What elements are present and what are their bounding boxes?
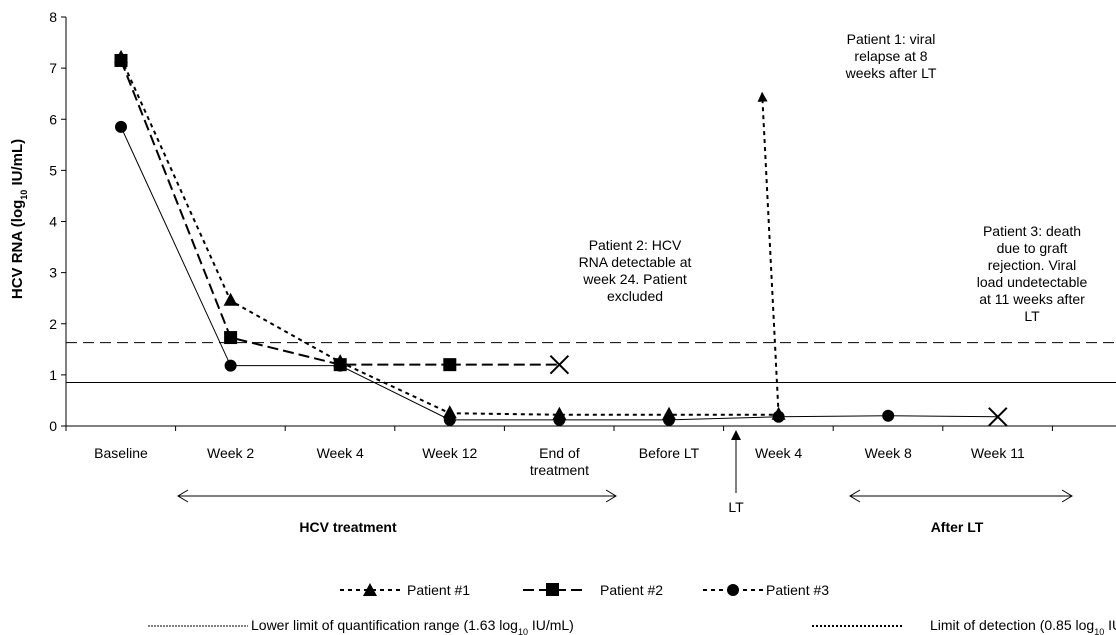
data-point xyxy=(882,409,895,422)
x-tick-label: Week 12 xyxy=(422,445,477,461)
x-tick-label: End of treatment xyxy=(530,445,589,478)
data-point xyxy=(443,358,457,372)
series-line xyxy=(120,126,889,421)
y-tick-label: 2 xyxy=(49,316,57,332)
x-tick-label: Week 4 xyxy=(755,445,802,461)
annotation-line: due to graft xyxy=(997,240,1068,256)
svg-text:Patient #2: Patient #2 xyxy=(600,582,663,598)
data-point xyxy=(224,331,238,345)
annotation-line: week 24. Patient xyxy=(582,271,687,287)
data-point xyxy=(223,292,238,306)
y-tick-label: 8 xyxy=(49,9,57,25)
data-point xyxy=(772,410,785,423)
annotation-line: LT xyxy=(1024,308,1040,324)
series-3 xyxy=(115,120,1008,427)
series-group xyxy=(114,49,1008,427)
legend-patient3: Patient #3 xyxy=(703,582,829,598)
data-point xyxy=(334,359,347,372)
annotation-line: rejection. Viral xyxy=(988,257,1076,273)
data-point xyxy=(114,53,128,67)
x-tick-label: Baseline xyxy=(94,445,148,461)
series-line xyxy=(120,60,450,366)
end-cross-marker xyxy=(988,407,1008,427)
y-tick-label: 3 xyxy=(49,265,57,281)
svg-text:Limit of detection (0.85 log10: Limit of detection (0.85 log10 IU/mL) xyxy=(930,617,1116,635)
after-lt-label: After LT xyxy=(931,519,984,535)
annotation-line: load undetectable xyxy=(977,274,1088,290)
y-tick-label: 6 xyxy=(49,111,57,127)
y-tick-label: 4 xyxy=(49,214,57,230)
annotation-line: Patient 2: HCV xyxy=(589,237,682,253)
hcv-treatment-label: HCV treatment xyxy=(299,519,397,535)
y-axis-label: HCV RNA (log10 IU/mL) xyxy=(9,139,29,299)
svg-text:Patient #3: Patient #3 xyxy=(766,582,829,598)
annotation-line: excluded xyxy=(607,288,663,304)
annotation-line: relapse at 8 xyxy=(854,48,927,64)
data-point xyxy=(115,120,127,133)
y-tick-label: 7 xyxy=(49,60,57,76)
x-tick-label: Week 8 xyxy=(865,445,912,461)
lt-label: LT xyxy=(728,499,744,515)
series-2 xyxy=(114,53,570,375)
reference-lines xyxy=(66,342,1116,384)
svg-text:Patient #1: Patient #1 xyxy=(407,582,470,598)
series-extension xyxy=(888,415,998,418)
annotation-line: at 11 weeks after xyxy=(979,291,1085,307)
end-cross-marker xyxy=(549,354,570,375)
data-point xyxy=(224,359,237,372)
data-point xyxy=(553,413,566,426)
data-point xyxy=(663,413,675,426)
x-tick-label: Week 4 xyxy=(317,445,364,461)
axes: 0 1 2 3 4 5 6 7 8 Baseline Week 2 Week 4 Week 12 End … xyxy=(49,9,1116,478)
annotation-line: Patient 1: viral xyxy=(847,31,936,47)
y-tick-label: 0 xyxy=(49,418,57,434)
legend-patient1: Patient #1 xyxy=(340,582,470,598)
data-point xyxy=(443,413,456,426)
annotation-line: weeks after LT xyxy=(845,65,937,81)
svg-text:Lower limit of quantification: Lower limit of quantification range (1.6… xyxy=(251,617,574,635)
x-tick-label: Week 2 xyxy=(207,445,254,461)
legend-patient2: Patient #2 xyxy=(523,582,663,598)
x-tick-label: Before LT xyxy=(639,445,700,461)
series-extension xyxy=(757,91,780,415)
hcv-treatment-range xyxy=(177,489,617,503)
legend-lod: Limit of detection (0.85 log10 IU/mL) xyxy=(812,617,1116,635)
after-lt-range xyxy=(849,489,1073,503)
data-point xyxy=(442,405,457,419)
y-tick-label: 1 xyxy=(49,367,57,383)
legend-lloq: Lower limit of quantification range (1.6… xyxy=(148,617,574,635)
x-tick-label: Week 11 xyxy=(971,445,1025,461)
annotation-line: Patient 3: death xyxy=(983,223,1081,239)
annotation-line: RNA detectable at xyxy=(579,254,692,270)
y-tick-label: 5 xyxy=(49,162,57,178)
